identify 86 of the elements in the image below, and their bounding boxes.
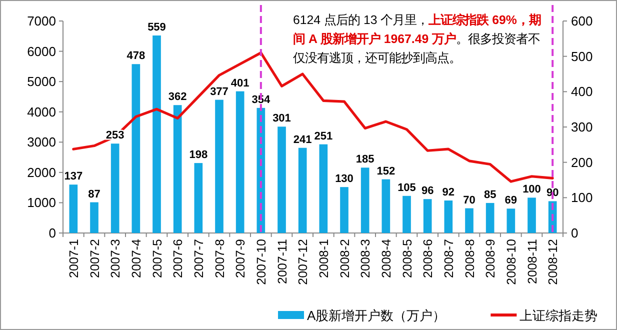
bar xyxy=(236,91,244,233)
y2-tick-label: 300 xyxy=(571,120,593,134)
data-label: 152 xyxy=(376,165,396,178)
y-tick-label: 5000 xyxy=(27,74,56,90)
x-tick-label: 2008-5 xyxy=(400,238,414,278)
x-tick-label: 2007-1 xyxy=(66,238,81,278)
bar xyxy=(69,184,78,233)
x-tick-label: 2007-5 xyxy=(150,238,164,278)
bar xyxy=(528,198,536,233)
data-label: 85 xyxy=(484,188,496,201)
legend-label: 上证综指走势 xyxy=(520,308,598,323)
x-tick-label: 2007-11 xyxy=(275,238,290,284)
x-tick-label: 2007-4 xyxy=(129,238,144,278)
data-label: 559 xyxy=(148,21,166,34)
x-tick-label: 2008-12 xyxy=(546,238,560,285)
bar xyxy=(506,208,516,233)
y2-tick-label: 100 xyxy=(571,190,593,206)
x-tick-label: 2007-3 xyxy=(108,238,123,278)
bar xyxy=(110,144,120,233)
bar xyxy=(360,168,370,233)
x-tick-label: 2008-10 xyxy=(504,238,518,285)
bar xyxy=(194,163,203,233)
data-label: 137 xyxy=(64,170,83,183)
y-tick-label: 4000 xyxy=(27,104,56,120)
data-label: 401 xyxy=(230,77,250,90)
x-tick-label: 2007-2 xyxy=(88,238,102,278)
data-label: 478 xyxy=(126,50,146,62)
bar xyxy=(444,200,453,233)
legend-label: A股新增开户数（万户） xyxy=(307,308,446,323)
data-label: 241 xyxy=(293,134,312,146)
x-tick-label: 2008-1 xyxy=(316,238,331,278)
data-label: 87 xyxy=(88,188,100,200)
y-tick-label: 3000 xyxy=(27,134,56,150)
y2-tick-label: 0 xyxy=(571,226,578,240)
y2-tick-label: 500 xyxy=(571,48,593,64)
data-label: 100 xyxy=(522,184,541,196)
x-tick-label: 2008-2 xyxy=(338,238,352,278)
x-tick-label: 2007-12 xyxy=(296,238,310,285)
data-label: 69 xyxy=(504,194,518,207)
bar xyxy=(278,126,286,233)
y-tick-label: 1000 xyxy=(27,195,56,210)
data-label: 70 xyxy=(463,194,476,206)
y2-tick-label: 200 xyxy=(571,154,593,170)
bar xyxy=(132,64,140,233)
x-tick-label: 2008-3 xyxy=(358,238,373,278)
bar xyxy=(486,202,494,233)
annotation: 6124 点后的 13 个月里，上证综指跌 69%，期间 A 股新增开户 1967.49 万户。很多投资者不仅没有逃顶，还可能抄到高点。 xyxy=(293,13,541,65)
data-label: 251 xyxy=(314,130,333,142)
x-tick-label: 2008-7 xyxy=(442,238,456,278)
x-tick-label: 2008-11 xyxy=(525,238,540,284)
x-tick-label: 2007-8 xyxy=(212,238,227,278)
data-label: 92 xyxy=(442,186,455,198)
data-label: 185 xyxy=(356,154,374,166)
data-label: 90 xyxy=(546,187,559,200)
bar xyxy=(319,144,328,233)
y-tick-label: 0 xyxy=(48,226,56,240)
bar xyxy=(465,208,474,233)
bar xyxy=(173,105,182,233)
data-label: 96 xyxy=(421,185,434,198)
y2-tick-label: 600 xyxy=(571,14,593,28)
bar xyxy=(152,35,161,233)
x-tick-label: 2008-4 xyxy=(379,238,394,278)
x-tick-label: 2007-6 xyxy=(171,238,186,278)
data-label: 198 xyxy=(189,149,208,162)
data-label: 130 xyxy=(335,173,354,186)
x-tick-label: 2007-7 xyxy=(192,238,206,278)
data-label: 105 xyxy=(398,182,416,194)
data-label: 362 xyxy=(168,91,187,104)
x-tick-label: 2008-8 xyxy=(462,238,477,278)
bar xyxy=(402,196,411,233)
x-tick-label: 2008-6 xyxy=(421,238,436,278)
bar xyxy=(298,148,307,233)
y2-tick-label: 400 xyxy=(571,84,593,100)
data-label: 301 xyxy=(272,112,291,125)
x-tick-label: 2007-9 xyxy=(234,238,248,278)
x-tick-label: 2007-10 xyxy=(254,238,268,285)
bar xyxy=(340,187,348,233)
y-tick-label: 2000 xyxy=(27,164,56,180)
bar xyxy=(90,202,98,233)
data-label: 377 xyxy=(210,86,228,98)
x-tick-label: 2008-9 xyxy=(484,238,498,278)
bar xyxy=(215,100,224,233)
bar xyxy=(423,199,432,233)
bar xyxy=(382,179,390,233)
y-tick-label: 6000 xyxy=(27,44,56,59)
y-tick-label: 7000 xyxy=(27,14,56,28)
